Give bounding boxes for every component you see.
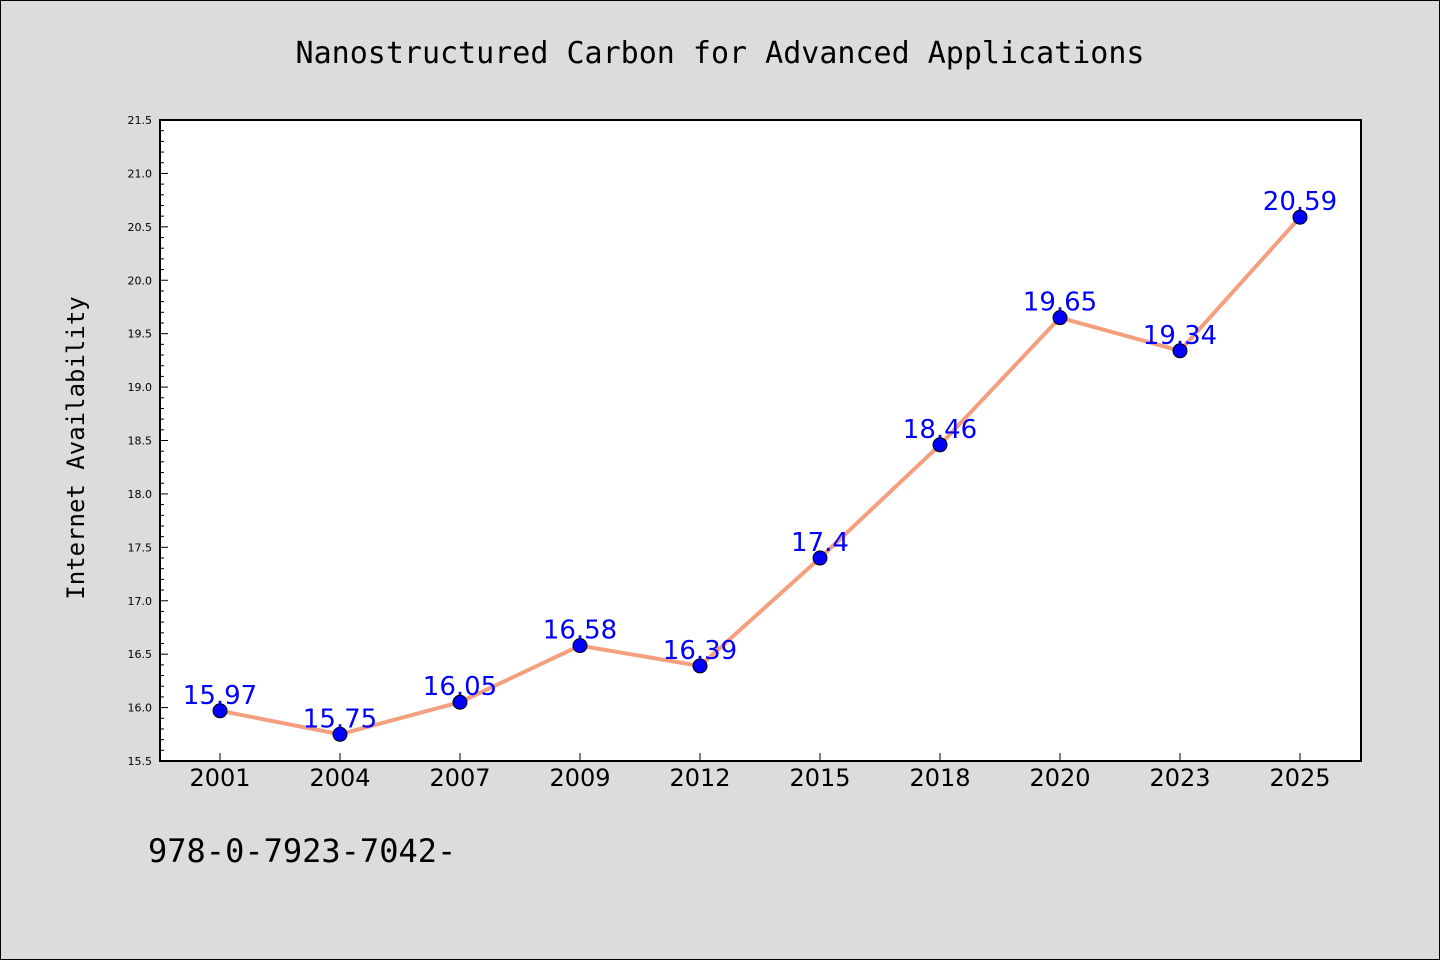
y-tick-label: 21.0 — [128, 167, 153, 180]
y-tick-label: 17.0 — [128, 595, 153, 608]
y-axis-label: Internet Availability — [62, 296, 90, 599]
data-label: 17.4 — [791, 528, 849, 558]
data-label: 16.05 — [423, 672, 497, 702]
data-label: 15.75 — [303, 704, 377, 734]
y-tick-label: 20.5 — [128, 221, 153, 234]
plot-area — [160, 120, 1361, 761]
y-tick-label: 16.5 — [128, 648, 153, 661]
x-tick-label: 2007 — [429, 764, 490, 792]
data-label: 16.58 — [543, 616, 617, 646]
x-tick-label: 2015 — [789, 764, 850, 792]
data-point — [692, 658, 708, 674]
series-markers — [212, 209, 1308, 742]
data-labels: 15.97 15.75 16.05 16.58 16.39 17.4 18.46 19.65 1… — [183, 187, 1337, 734]
data-point — [1172, 343, 1188, 359]
x-tick-label: 2012 — [669, 764, 730, 792]
y-tick-label: 15.5 — [128, 755, 153, 768]
y-tick-label: 17.5 — [128, 541, 153, 554]
data-label: 15.97 — [183, 681, 257, 711]
y-tick-label: 16.0 — [128, 702, 153, 715]
data-point — [932, 437, 948, 453]
plot-border — [159, 119, 1362, 762]
x-tick-label: 2009 — [549, 764, 610, 792]
y-tick-label: 21.5 — [128, 114, 153, 127]
data-point — [1052, 310, 1068, 326]
data-label: 19.34 — [1143, 321, 1217, 351]
y-axis-ticks: 15.5 16.0 16.5 17.0 17.5 18.0 18.5 19.0 19.5 20.0… — [128, 114, 168, 768]
chart-title: Nanostructured Carbon for Advanced Appli… — [296, 36, 1145, 71]
isbn-text: 978-0-7923-7042- — [148, 832, 457, 870]
data-point — [332, 726, 348, 742]
data-label: 18.46 — [903, 415, 977, 445]
x-tick-label: 2025 — [1269, 764, 1330, 792]
y-tick-label: 19.0 — [128, 381, 153, 394]
data-point — [452, 694, 468, 710]
data-point — [572, 638, 588, 654]
x-tick-label: 2004 — [309, 764, 370, 792]
data-label: 16.39 — [663, 636, 737, 666]
data-point — [1292, 209, 1308, 225]
y-tick-label: 20.0 — [128, 274, 153, 287]
y-tick-label: 18.5 — [128, 435, 153, 448]
y-tick-label: 18.0 — [128, 488, 153, 501]
data-label: 19.65 — [1023, 288, 1097, 318]
x-tick-label: 2023 — [1149, 764, 1210, 792]
x-tick-label: 2001 — [189, 764, 250, 792]
data-label: 20.59 — [1263, 187, 1337, 217]
series-line — [218, 215, 1302, 737]
x-tick-label: 2020 — [1029, 764, 1090, 792]
x-axis-ticks: 2001 2004 2007 2009 2012 2015 2018 2020 2023 2025 — [189, 753, 1331, 792]
y-tick-label: 19.5 — [128, 328, 153, 341]
data-point — [812, 550, 828, 566]
x-tick-label: 2018 — [909, 764, 970, 792]
data-point — [212, 703, 228, 719]
